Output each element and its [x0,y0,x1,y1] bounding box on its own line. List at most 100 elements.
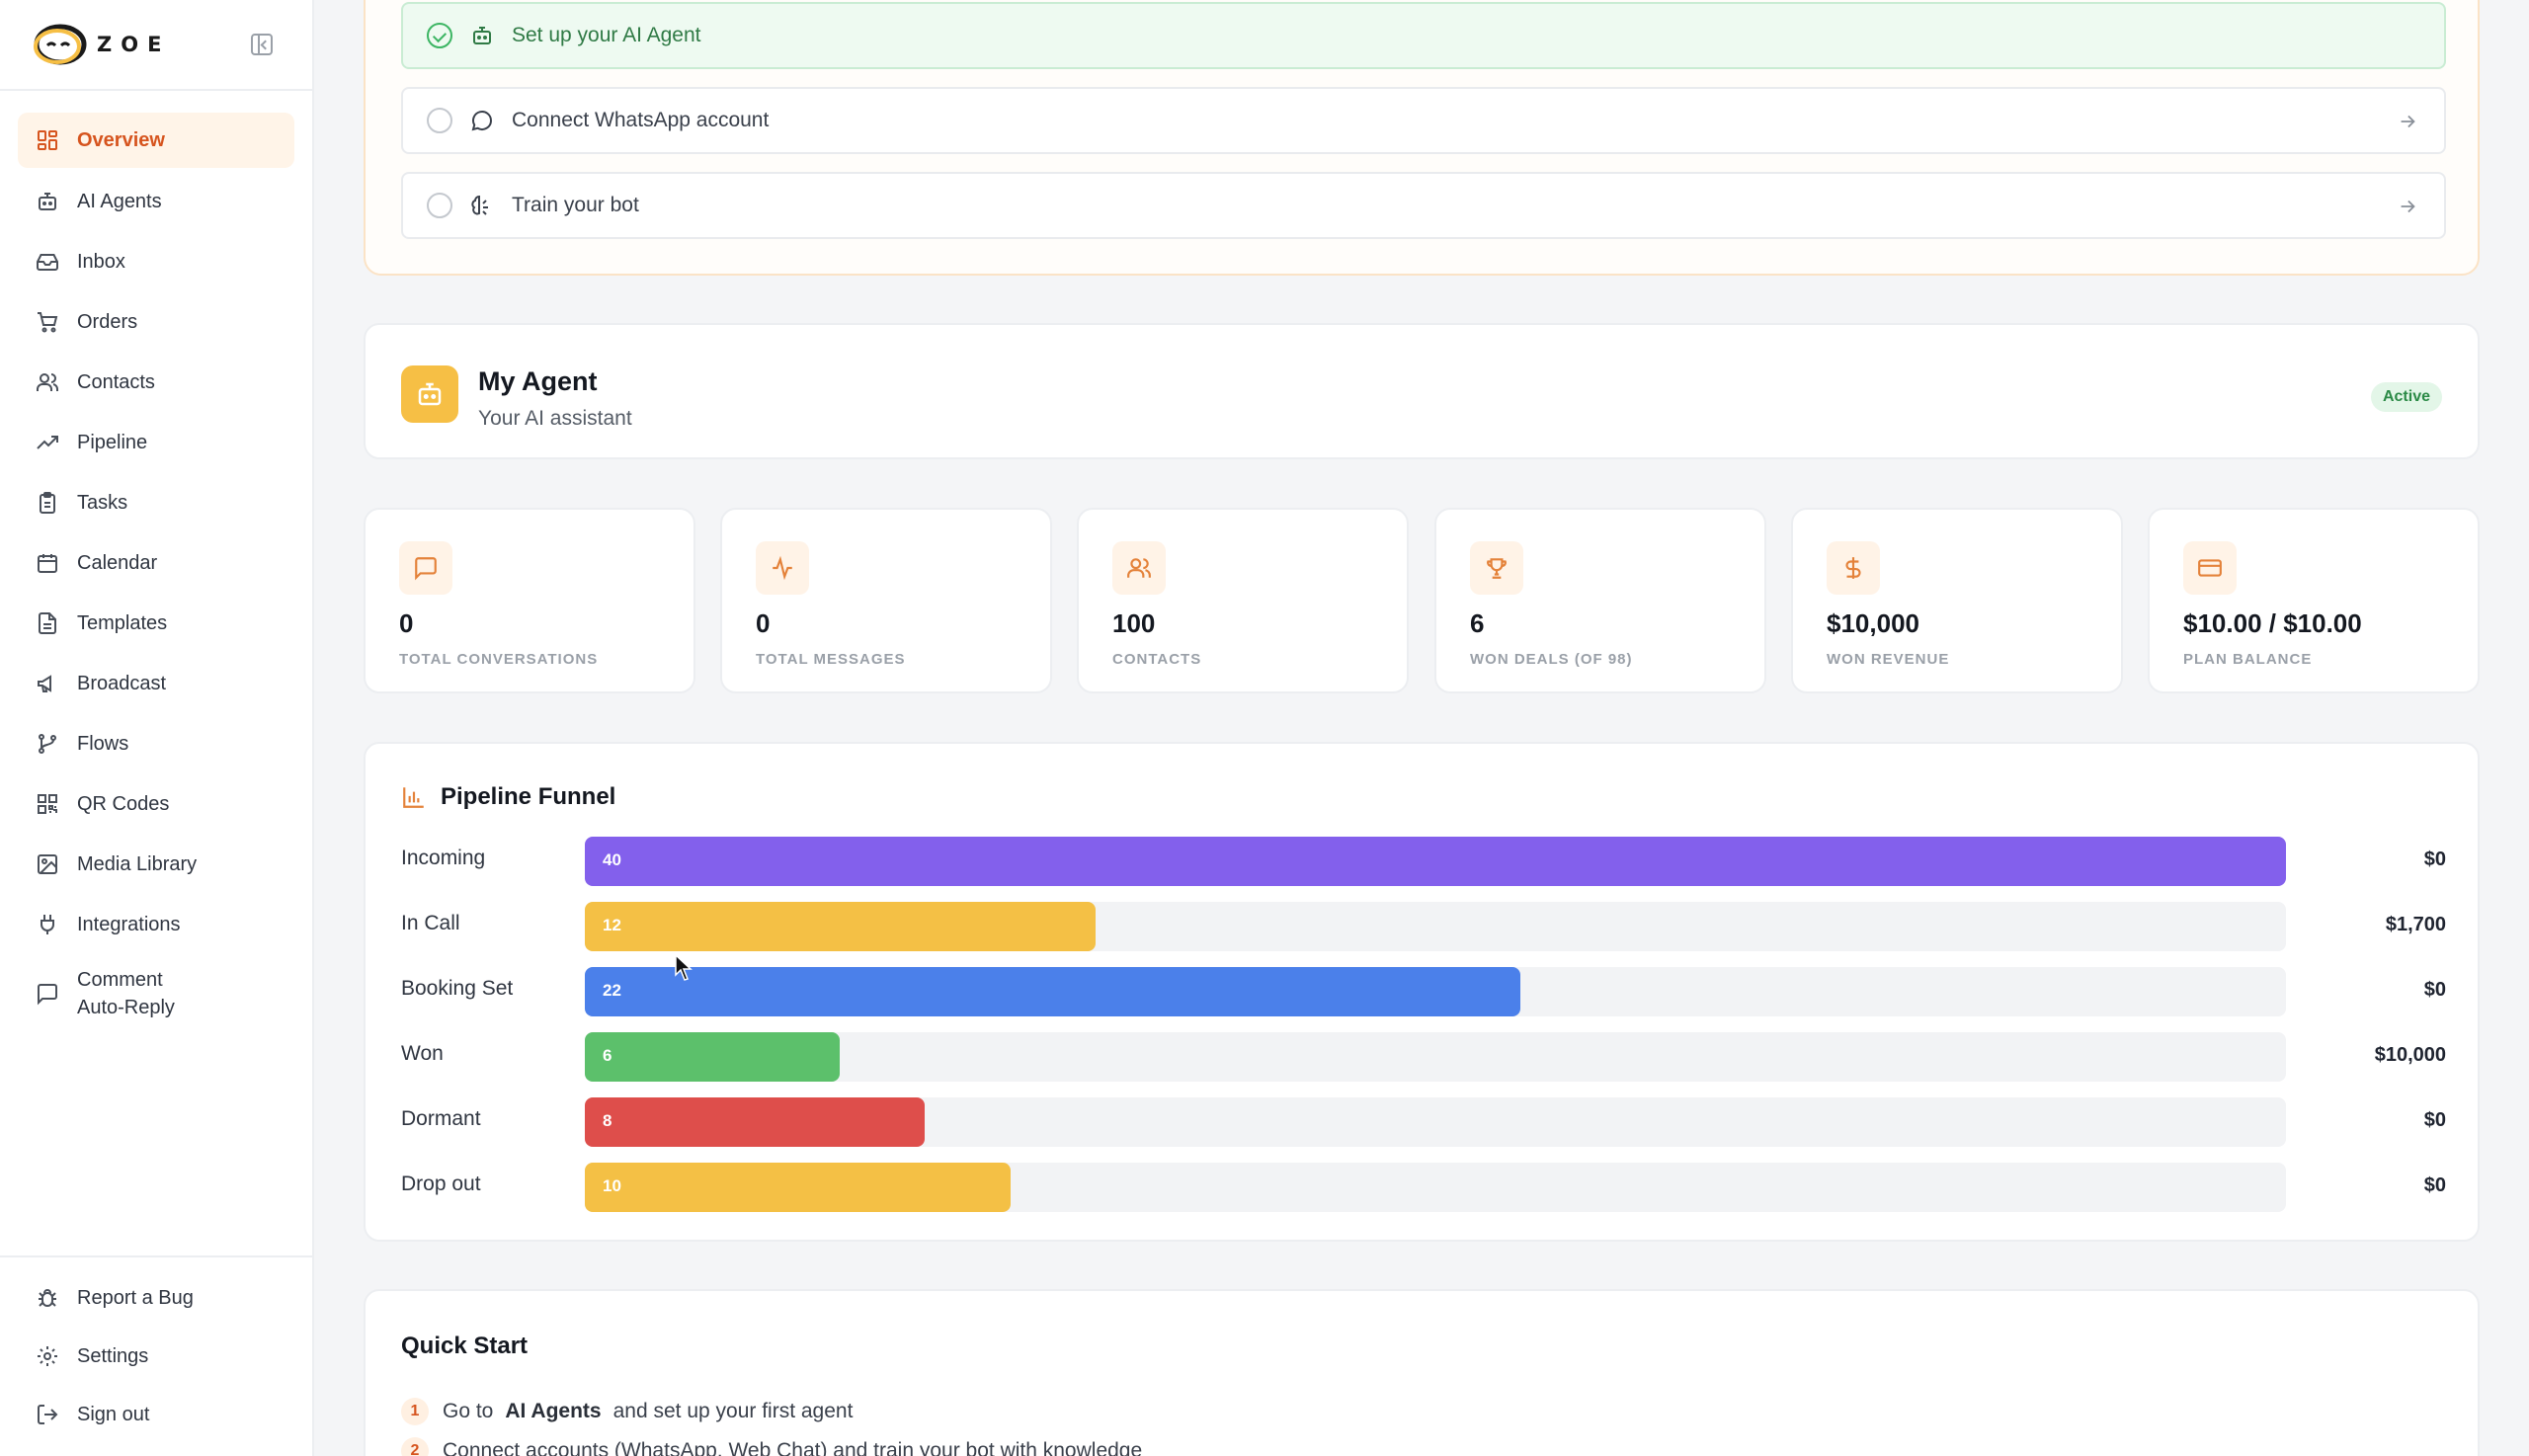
stat-value: $10.00 / $10.00 [2183,608,2362,638]
sidebar-item-orders[interactable]: Orders [18,295,294,349]
sidebar-item-broadcast[interactable]: Broadcast [18,657,294,710]
sidebar-item-label: Contacts [77,370,155,393]
stat-label: WON DEALS (OF 98) [1470,651,1633,668]
brain-icon [471,195,488,215]
step-text: Connect accounts (WhatsApp, Web Chat) an… [443,1439,1143,1456]
funnel-row[interactable]: Booking Set 22 $0 [401,967,2446,1016]
funnel-stage-label: Incoming [401,847,486,869]
collapse-sidebar-icon[interactable] [251,34,273,55]
agent-name: My Agent [478,366,598,396]
stat-label: WON REVENUE [1827,651,1950,668]
sidebar-item-templates[interactable]: Templates [18,597,294,650]
sidebar-item-label: Flows [77,732,129,755]
funnel-bar: 22 [585,967,1520,1016]
sidebar-item-overview[interactable]: Overview [18,113,294,168]
stat-icon-box [1112,541,1166,595]
stat-value: 0 [399,608,414,638]
funnel-row[interactable]: Drop out 10 $0 [401,1163,2446,1212]
step-text: Go to [443,1400,494,1422]
empty-circle-icon [427,108,452,133]
calendar-icon [38,554,57,573]
funnel-track: 8 [585,1097,2286,1147]
check-circle-icon [427,23,452,48]
funnel-track: 10 [585,1163,2286,1212]
sidebar-item-label: Inbox [77,250,125,273]
sidebar-footer: Report a Bug Settings Sign out [0,1255,312,1456]
funnel-bar: 8 [585,1097,925,1147]
sidebar-item-calendar[interactable]: Calendar [18,536,294,590]
funnel-amount: $10,000 [2374,1044,2446,1066]
sidebar-item-comment-auto-reply[interactable]: Comment Auto-Reply [18,958,294,1029]
stat-icon-box [756,541,809,595]
sidebar-item-label: Templates [77,611,168,634]
funnel-amount: $0 [2423,1174,2446,1196]
sidebar-item-qr-codes[interactable]: QR Codes [18,777,294,831]
quick-start-title: Quick Start [401,1333,529,1359]
message-icon [415,557,437,581]
flow-icon [39,734,56,754]
sidebar-item-pipeline[interactable]: Pipeline [18,416,294,469]
setup-step-train-bot[interactable]: Train your bot [401,172,2446,239]
agent-avatar [401,365,458,423]
report-bug-button[interactable]: Report a Bug [18,1271,294,1325]
funnel-track: 6 [585,1032,2286,1082]
step-number: 2 [401,1437,429,1456]
sidebar: ZOE Overview AI Agents Inbox Orders Cont… [0,0,314,1456]
funnel-bar: 10 [585,1163,1011,1212]
sidebar-item-label: Calendar [77,551,158,574]
sidebar-item-label: Settings [77,1344,149,1367]
step-link[interactable]: AI Agents [505,1400,602,1422]
funnel-row[interactable]: Incoming 40 $0 [401,837,2446,886]
funnel-bar: 40 [585,837,2286,886]
sidebar-item-ai-agents[interactable]: AI Agents [18,175,294,228]
stat-label: TOTAL CONVERSATIONS [399,651,599,668]
sign-out-button[interactable]: Sign out [18,1388,294,1441]
settings-button[interactable]: Settings [18,1330,294,1383]
funnel-row[interactable]: Dormant 8 $0 [401,1097,2446,1147]
sidebar-item-inbox[interactable]: Inbox [18,235,294,288]
funnel-row[interactable]: Won 6 $10,000 [401,1032,2446,1082]
sidebar-item-label: Pipeline [77,431,148,453]
bar-chart-icon [403,787,424,808]
grid-icon [38,130,57,150]
funnel-amount: $1,700 [2385,914,2446,935]
stat-card-messages: 0 TOTAL MESSAGES [720,508,1052,693]
funnel-amount: $0 [2423,1109,2446,1131]
stat-value: 0 [756,608,771,638]
mouse-cursor-icon [675,954,693,981]
setup-checklist: Set up your AI Agent Connect WhatsApp ac… [364,0,2480,276]
stat-icon-box [399,541,452,595]
funnel-row[interactable]: In Call 12 $1,700 [401,902,2446,951]
sidebar-item-label: Broadcast [77,672,167,694]
funnel-bar: 6 [585,1032,840,1082]
funnel-count: 40 [603,850,621,869]
brand-name: ZOE [97,33,171,56]
sidebar-item-label: AI Agents [77,190,162,212]
credit-card-icon [2198,559,2222,577]
sidebar-item-label: Overview [77,128,165,151]
sidebar-item-media-library[interactable]: Media Library [18,838,294,891]
comment-icon [38,984,57,1006]
sidebar-item-flows[interactable]: Flows [18,717,294,770]
clipboard-icon [40,492,55,514]
setup-step-label: Set up your AI Agent [512,24,701,46]
agent-card[interactable]: My Agent Your AI assistant Active [364,323,2480,459]
zoe-logo-icon [34,24,87,65]
stat-icon-box [1827,541,1880,595]
arrow-right-icon [2401,200,2415,213]
sidebar-item-integrations[interactable]: Integrations [18,898,294,951]
sidebar-nav: Overview AI Agents Inbox Orders Contacts… [0,91,312,1029]
brand-logo[interactable]: ZOE [34,22,170,67]
setup-step-label: Connect WhatsApp account [512,109,770,131]
funnel-track: 22 [585,967,2286,1016]
stat-icon-box [1470,541,1523,595]
gear-icon [38,1346,57,1366]
setup-step-whatsapp[interactable]: Connect WhatsApp account [401,87,2446,154]
file-icon [39,612,56,634]
sidebar-item-tasks[interactable]: Tasks [18,476,294,529]
funnel-track: 40 [585,837,2286,886]
stat-card-conversations: 0 TOTAL CONVERSATIONS [364,508,695,693]
quick-start-card: Quick Start 1 Go to AI Agents and set up… [364,1289,2480,1456]
sidebar-item-contacts[interactable]: Contacts [18,356,294,409]
setup-step-ai-agent[interactable]: Set up your AI Agent [401,2,2446,69]
